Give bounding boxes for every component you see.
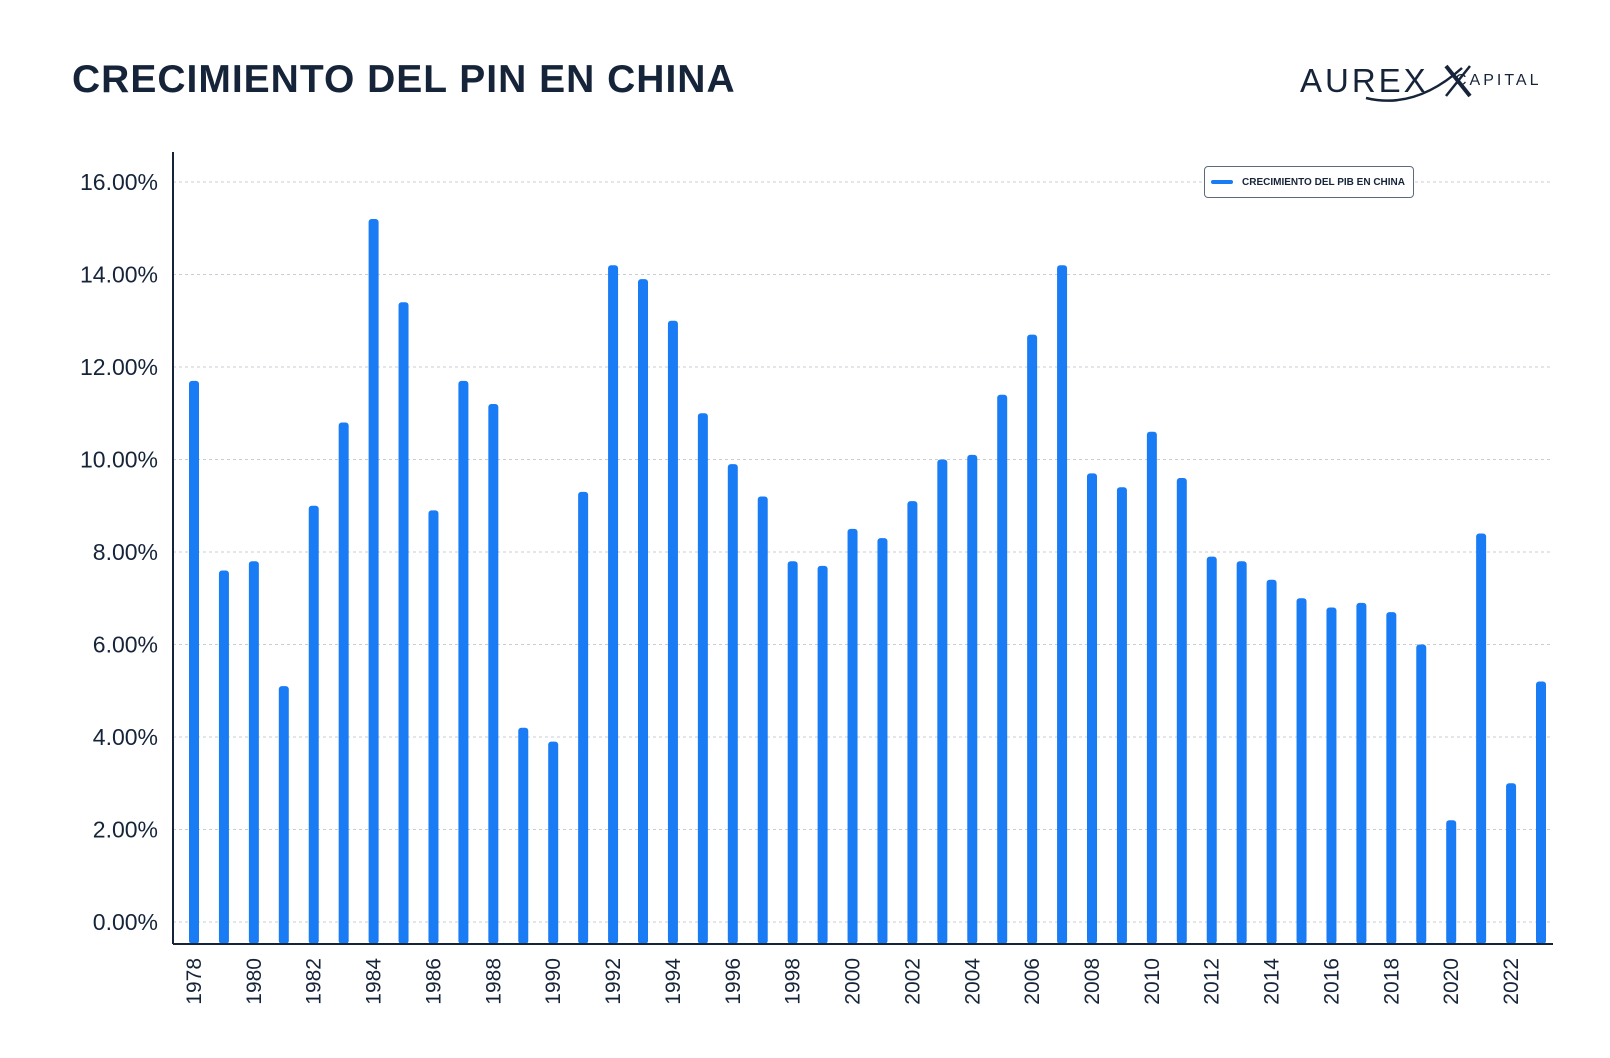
x-tick-label: 1992 (602, 958, 625, 1005)
bar-1988 (488, 404, 499, 944)
bar-1993 (638, 279, 648, 944)
bar-2011 (1176, 478, 1187, 944)
x-tick-label: 1988 (482, 958, 505, 1005)
y-tick-label: 8.00% (93, 539, 158, 565)
bar-1986 (428, 510, 439, 944)
x-tick-label: 2000 (842, 958, 865, 1005)
bar-2001 (877, 538, 888, 944)
bar-2020 (1446, 820, 1457, 944)
bar-1979 (218, 570, 229, 944)
bar-1982 (308, 505, 319, 944)
bar-2022 (1506, 783, 1517, 944)
x-tick-label: 2004 (961, 958, 984, 1005)
x-tick-label: 2022 (1500, 958, 1523, 1005)
x-tick-label: 2008 (1081, 958, 1104, 1005)
x-axis-ticks: 1978 1980 1982 1984 1986 1988 1990 1992 1994 1996… (183, 958, 1523, 1005)
chart-title: CRECIMIENTO DEL PIN EN CHINA (72, 58, 736, 101)
bar-2019 (1416, 644, 1427, 944)
bar-2005 (997, 394, 1008, 944)
legend: CRECIMIENTO DEL PIB EN CHINA (1204, 166, 1414, 198)
x-tick-label: 2014 (1261, 958, 1284, 1005)
bar-2002 (907, 501, 918, 944)
x-tick-label: 2002 (901, 958, 924, 1005)
y-tick-label: 14.00% (80, 262, 158, 288)
bar-1980 (248, 561, 259, 944)
x-tick-label: 1986 (422, 958, 445, 1005)
x-tick-label: 1994 (662, 958, 685, 1005)
axes (172, 152, 1553, 945)
y-tick-label: 16.00% (80, 169, 158, 195)
y-tick-label: 12.00% (80, 354, 158, 380)
bar-2021 (1476, 533, 1487, 944)
bar-1998 (787, 561, 798, 944)
bar-1985 (398, 302, 409, 944)
bar-2003 (937, 459, 948, 944)
bar-2007 (1057, 265, 1068, 944)
bar-2000 (847, 528, 858, 944)
y-tick-label: 4.00% (93, 724, 158, 750)
bar-2010 (1146, 431, 1157, 944)
y-tick-label: 2.00% (93, 817, 158, 843)
x-tick-label: 2020 (1440, 958, 1463, 1005)
bar-1987 (458, 380, 469, 944)
x-tick-label: 2010 (1141, 958, 1164, 1005)
x-tick-label: 2006 (1021, 958, 1044, 1005)
logo-subtitle: CAPITAL (1455, 72, 1542, 89)
bar-1991 (578, 491, 589, 944)
bar-1990 (548, 741, 559, 944)
legend-swatch-icon (1211, 180, 1233, 184)
bar-1981 (278, 686, 289, 944)
y-axis-ticks: 0.00% 2.00% 4.00% 6.00% 8.00% 10.00% 12.00% 14.… (80, 169, 158, 935)
x-tick-label: 1996 (722, 958, 745, 1005)
y-tick-label: 10.00% (80, 447, 158, 473)
bar-2016 (1326, 607, 1337, 944)
x-tick-label: 1982 (303, 958, 326, 1005)
logo-swoosh-icon (1365, 64, 1472, 102)
bar-2006 (1027, 334, 1038, 944)
bar-2014 (1266, 579, 1277, 944)
y-tick-label: 0.00% (93, 909, 158, 935)
bar-1995 (697, 413, 708, 944)
bar-2013 (1236, 561, 1247, 944)
bar-1994 (667, 320, 678, 944)
bar-1983 (338, 422, 349, 944)
bars (189, 219, 1546, 944)
bar-2004 (967, 454, 978, 944)
x-tick-label: 1980 (243, 958, 266, 1005)
bar-2015 (1296, 598, 1307, 944)
x-tick-label: 2012 (1201, 958, 1224, 1005)
bar-1984 (368, 219, 379, 944)
x-tick-label: 1984 (363, 958, 386, 1005)
bar-1996 (727, 464, 738, 944)
x-tick-label: 2018 (1380, 958, 1403, 1005)
bar-1989 (518, 727, 529, 944)
bar-2018 (1386, 612, 1397, 944)
bar-2008 (1087, 473, 1097, 944)
x-tick-label: 1998 (782, 958, 805, 1005)
bar-1992 (608, 265, 619, 944)
y-tick-label: 6.00% (93, 632, 158, 658)
bar-2023 (1536, 681, 1546, 944)
brand-logo: AUREX CAPITAL (1300, 58, 1550, 108)
bar-1997 (757, 496, 768, 944)
bar-2017 (1356, 602, 1367, 944)
bar-2012 (1206, 556, 1217, 944)
bar-2009 (1116, 487, 1127, 944)
x-tick-label: 1990 (542, 958, 565, 1005)
bar-1999 (817, 565, 828, 944)
x-tick-label: 2016 (1320, 958, 1343, 1005)
bar-1978 (189, 380, 199, 944)
legend-label: CRECIMIENTO DEL PIB EN CHINA (1242, 176, 1405, 188)
x-tick-label: 1978 (183, 958, 206, 1005)
logo-wordmark: AUREX (1300, 62, 1429, 99)
grid-lines (173, 181, 1553, 923)
